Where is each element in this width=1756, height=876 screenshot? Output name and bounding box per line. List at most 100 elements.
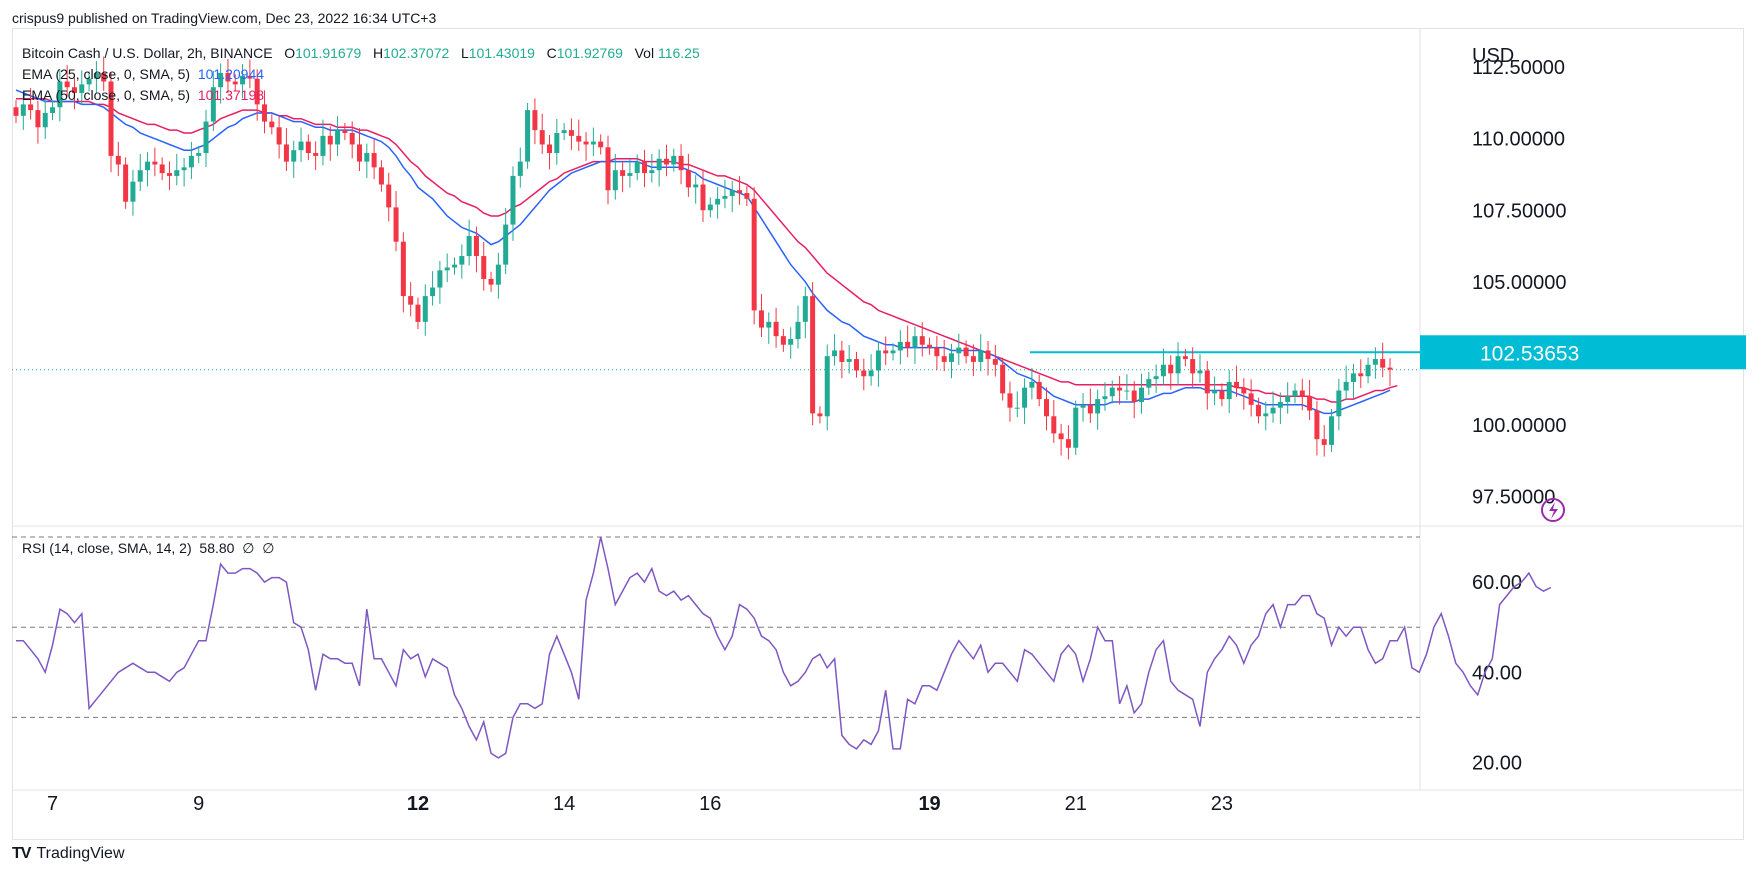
candle-body	[174, 170, 180, 176]
candle-body	[875, 350, 881, 371]
candle-body	[1146, 379, 1152, 388]
candle-body	[1073, 407, 1079, 448]
price-tick-label: 100.00000	[1472, 415, 1567, 437]
rsi-tick-label: 60.00	[1472, 572, 1522, 594]
candle-body	[649, 170, 655, 174]
candle-body	[663, 158, 669, 165]
candle-body	[1058, 433, 1064, 440]
candle-body	[758, 310, 764, 328]
candle-body	[93, 72, 99, 79]
candle-body	[1277, 401, 1283, 408]
candle-body	[1051, 416, 1057, 434]
candle-body	[1219, 390, 1225, 400]
candle-body	[247, 75, 253, 79]
candle-body	[137, 170, 143, 182]
candle-body	[905, 341, 911, 348]
candle-body	[64, 81, 70, 88]
time-tick-label: 14	[553, 793, 575, 815]
time-tick-label: 23	[1211, 793, 1233, 815]
candle-body	[1080, 404, 1086, 408]
candle-body	[656, 158, 662, 171]
candle-body	[210, 87, 216, 122]
candle-body	[261, 104, 267, 122]
candle-body	[963, 347, 969, 357]
high-label: H	[372, 45, 384, 61]
candle-body	[400, 241, 406, 297]
candle-body	[28, 104, 34, 111]
candle-body	[269, 121, 275, 128]
candle-body	[941, 356, 947, 362]
tradingview-brand[interactable]: TV TradingView	[12, 845, 125, 863]
candle-body	[115, 155, 121, 165]
candle-body	[342, 130, 348, 134]
candle-body	[802, 296, 808, 322]
candle-body	[846, 359, 852, 362]
close-label: C	[546, 45, 557, 61]
candle-body	[408, 296, 414, 305]
ema50-label: EMA (50, close, 0, SMA, 5)	[22, 87, 191, 103]
candle-body	[568, 130, 574, 136]
candle-body	[927, 344, 933, 348]
candle-body	[1226, 381, 1232, 400]
candle-body	[817, 413, 823, 417]
tradingview-logo-icon: TV	[12, 845, 31, 862]
candle-body	[700, 184, 706, 211]
chart-frame	[12, 28, 1744, 840]
candle-body	[291, 150, 297, 162]
volume-value: 116.25	[657, 45, 700, 61]
candle-body	[335, 130, 341, 145]
price-tag-bg	[1420, 335, 1746, 370]
rsi-extra-2: ∅	[262, 540, 275, 556]
candle-body	[130, 181, 136, 202]
candle-body	[1153, 376, 1159, 380]
candle-body	[671, 155, 677, 165]
rsi-value: 58.80	[199, 540, 235, 556]
candle-body	[1029, 381, 1035, 388]
candle-body	[788, 339, 794, 345]
candle-body	[313, 153, 319, 156]
candle-body	[503, 224, 509, 265]
candle-body	[1124, 390, 1130, 392]
low-label: L	[460, 45, 469, 61]
candle-body	[1212, 390, 1218, 394]
candle-body	[1182, 356, 1188, 360]
candles	[13, 56, 1393, 460]
candle-body	[795, 321, 801, 340]
candle-body	[152, 161, 158, 165]
candle-body	[839, 350, 845, 362]
candle-body	[393, 207, 399, 242]
candle-body	[320, 135, 326, 156]
candle-body	[422, 296, 428, 322]
candle-body	[576, 135, 582, 142]
candle-body	[583, 141, 589, 145]
candle-body	[1321, 439, 1327, 445]
candle-body	[897, 341, 903, 351]
candle-body	[547, 144, 553, 154]
candle-body	[196, 153, 202, 156]
candle-body	[466, 236, 472, 257]
candle-body	[1065, 439, 1071, 448]
candle-body	[1387, 367, 1393, 370]
currency-label: USD	[1472, 45, 1514, 67]
candle-body	[956, 347, 962, 354]
candle-body	[1336, 390, 1342, 417]
time-tick-label: 12	[407, 793, 429, 815]
candle-body	[1117, 387, 1123, 391]
candle-body	[415, 304, 421, 322]
candle-body	[357, 144, 362, 162]
candle-body	[678, 155, 684, 171]
candle-body	[1204, 370, 1210, 394]
candle-body	[452, 264, 458, 268]
candle-body	[254, 78, 260, 105]
price-tick-label: 107.50000	[1472, 200, 1567, 222]
candle-body	[444, 267, 450, 271]
ema50-legend: EMA (50, close, 0, SMA, 5) 101.37198	[22, 86, 264, 104]
candle-body	[1102, 396, 1108, 400]
time-tick-label: 16	[699, 793, 721, 815]
price-tag: 102.53653	[1420, 335, 1746, 370]
candle-body	[985, 350, 991, 360]
publisher-credit: crispus9 published on TradingView.com, D…	[12, 10, 437, 26]
brand-name: TradingView	[36, 845, 125, 862]
candle-body	[861, 370, 867, 377]
